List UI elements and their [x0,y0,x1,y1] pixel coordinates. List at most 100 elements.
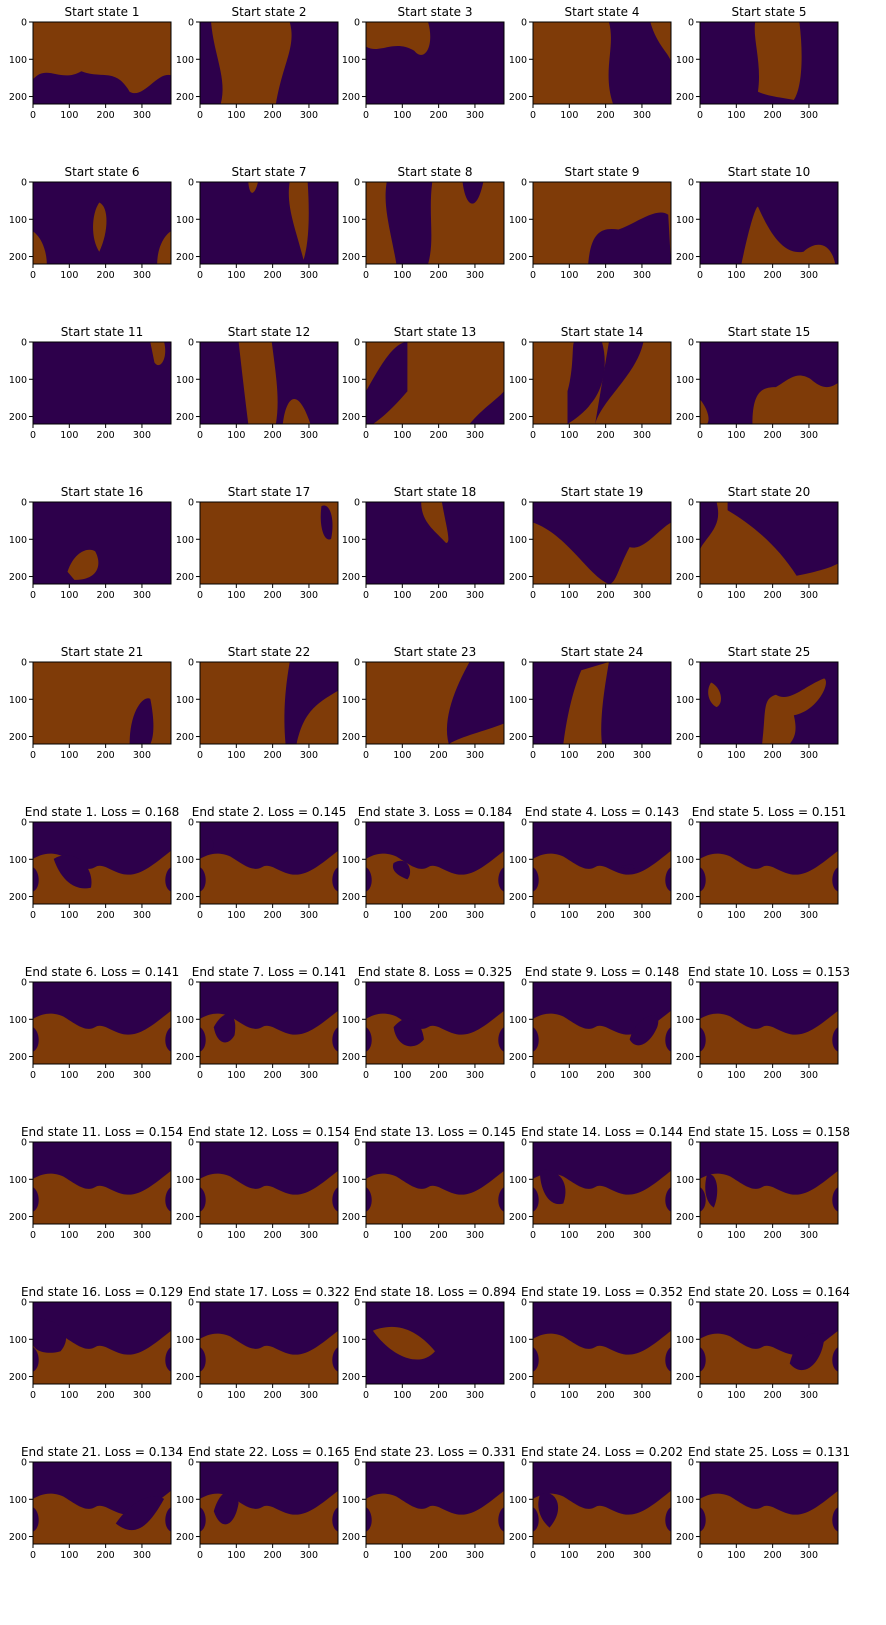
x-tick-label: 300 [466,590,484,601]
x-tick-label: 300 [800,590,818,601]
x-tick-label: 0 [363,1230,369,1241]
y-tick-label: 100 [509,1175,527,1186]
x-tick-label: 300 [800,1550,818,1561]
panel-46: End state 21. Loss = 0.1340 100 200 3000100… [9,1445,183,1561]
heatmap-image [700,822,838,904]
panel-43: End state 18. Loss = 0.8940 100 200 3000100… [342,1285,516,1401]
x-tick-label: 100 [60,110,78,121]
x-tick-label: 300 [300,750,318,761]
x-tick-label: 100 [60,1230,78,1241]
y-tick-label: 0 [188,498,194,509]
y-tick-label: 0 [188,1138,194,1149]
y-tick-label: 0 [688,498,694,509]
heatmap-image [366,342,504,424]
x-tick-label: 200 [430,1070,448,1081]
y-tick-label: 200 [676,892,694,903]
y-tick-label: 200 [176,892,194,903]
x-tick-label: 0 [697,1550,703,1561]
heatmap-image [700,982,838,1064]
panel-title: End state 25. Loss = 0.131 [688,1445,850,1459]
x-tick-label: 100 [227,110,245,121]
panel-13: Start state 130 100 200 3000100200 [342,325,504,441]
x-tick-label: 300 [633,590,651,601]
x-tick-label: 200 [264,1390,282,1401]
heatmap-image [200,342,338,424]
heatmap-image [33,342,171,424]
panel-11: Start state 110 100 200 3000100200 [9,325,171,441]
y-tick-label: 200 [176,92,194,103]
panel-23: Start state 23 0 100 200 300 0 100 200 [342,645,504,761]
panel-title: End state 19. Loss = 0.352 [521,1285,683,1299]
x-tick-label: 100 [560,430,578,441]
y-tick-label: 0 [521,1298,527,1309]
x-tick-label: 300 [466,1390,484,1401]
panel-title: End state 22. Loss = 0.165 [188,1445,350,1459]
x-tick-label: 0 [363,1550,369,1561]
y-tick-label: 0 [188,818,194,829]
x-tick-label: 200 [764,430,782,441]
y-tick-label: 200 [509,1372,527,1383]
panel-16: Start state 160 100 200 3000100200 [9,485,171,601]
y-tick-label: 200 [676,1052,694,1063]
x-tick-label: 300 [133,1390,151,1401]
y-tick-label: 0 [354,498,360,509]
x-tick-label: 0 [363,910,369,921]
y-tick-label: 200 [9,92,27,103]
x-tick-label: 300 [466,430,484,441]
x-tick-label: 200 [430,590,448,601]
x-tick-label: 300 [466,270,484,281]
panel-8: Start state 8 0 100 200 300 0 100 200 [342,165,504,281]
x-tick-label: 0 [697,750,703,761]
x-tick-label: 100 [560,1070,578,1081]
y-tick-label: 100 [676,535,694,546]
x-tick-label: 0 [530,110,536,121]
x-tick-label: 300 [633,910,651,921]
y-tick-label: 0 [688,658,694,669]
y-tick-label: 100 [509,535,527,546]
x-tick-label: 100 [227,270,245,281]
heatmap-image [700,182,838,264]
x-tick-label: 300 [300,270,318,281]
y-tick-label: 100 [509,1495,527,1506]
y-tick-label: 0 [354,338,360,349]
x-tick-label: 0 [530,270,536,281]
x-tick-label: 100 [727,1230,745,1241]
x-tick-label: 0 [697,1390,703,1401]
x-tick-label: 300 [300,110,318,121]
y-tick-label: 100 [676,55,694,66]
x-tick-label: 200 [264,1070,282,1081]
y-tick-label: 100 [9,55,27,66]
y-tick-label: 100 [676,1495,694,1506]
y-tick-label: 200 [676,572,694,583]
y-tick-label: 200 [342,1212,360,1223]
panel-title: End state 10. Loss = 0.153 [688,965,850,979]
y-tick-label: 100 [676,1335,694,1346]
x-tick-label: 0 [197,1550,203,1561]
y-tick-label: 0 [21,178,27,189]
heatmap-image [700,1462,838,1544]
y-tick-label: 200 [676,252,694,263]
panel-title: End state 21. Loss = 0.134 [21,1445,183,1459]
y-tick-label: 200 [176,412,194,423]
x-tick-label: 300 [466,750,484,761]
panel-title: End state 2. Loss = 0.145 [192,805,346,819]
x-tick-label: 100 [227,1550,245,1561]
x-tick-label: 0 [197,910,203,921]
panel-44: End state 19. Loss = 0.3520 100 200 3000100… [509,1285,683,1401]
x-tick-label: 200 [264,1550,282,1561]
y-tick-label: 0 [354,1138,360,1149]
y-tick-label: 200 [176,252,194,263]
x-tick-label: 300 [800,270,818,281]
x-tick-label: 200 [264,750,282,761]
x-tick-label: 300 [466,110,484,121]
y-tick-label: 100 [342,215,360,226]
x-tick-label: 200 [597,1390,615,1401]
panel-6: Start state 60 100 200 3000100200 [9,165,171,281]
panel-title: End state 3. Loss = 0.184 [358,805,512,819]
panel-7: Start state 70 100 200 3000100200 [176,165,338,281]
y-tick-label: 100 [176,1495,194,1506]
x-tick-label: 300 [633,430,651,441]
x-tick-label: 300 [800,1070,818,1081]
